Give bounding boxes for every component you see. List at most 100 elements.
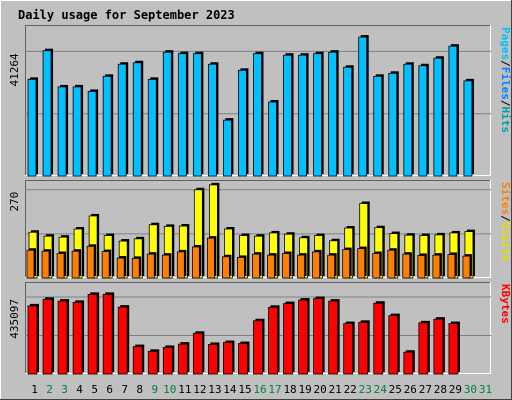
sites-bar-day-28 <box>432 254 441 279</box>
x-tick-label-day-20: 20 <box>314 383 327 396</box>
hits-bar-day-15 <box>238 69 247 177</box>
x-tick-label-day-6: 6 <box>106 383 113 396</box>
kbytes-bar-day-26 <box>403 351 414 375</box>
sites-bar-day-27 <box>417 255 426 279</box>
hits-legend-entry-0: Pages <box>499 27 512 60</box>
sites-bar-day-16 <box>252 253 260 279</box>
hits-bar-day-14 <box>223 119 232 177</box>
hits-legend-entry-3: / <box>499 100 512 107</box>
x-tick-label-day-26: 26 <box>404 383 417 396</box>
sites-bar-day-19 <box>297 254 305 279</box>
sites-bar-day-29 <box>447 254 456 279</box>
x-tick-label-day-18: 18 <box>283 383 296 396</box>
x-tick-label-day-30: 30 <box>464 383 477 396</box>
x-tick-label-day-4: 4 <box>76 383 83 396</box>
hits-bar-day-3 <box>57 86 67 177</box>
x-tick-label-day-28: 28 <box>434 383 447 396</box>
sites-bar-day-2 <box>41 250 50 279</box>
chart-title: Daily usage for September 2023 <box>18 8 235 22</box>
hits-bar-day-4 <box>72 86 82 177</box>
x-tick-label-day-12: 12 <box>193 383 206 396</box>
sites-bar-day-3 <box>56 253 65 279</box>
kbytes-bar-day-29 <box>448 323 459 375</box>
hits-legend: Pages/Files/Hits <box>499 27 512 133</box>
sites-bar-day-9 <box>146 253 155 279</box>
x-tick-label-day-24: 24 <box>374 383 388 396</box>
hits-bar-day-11 <box>177 53 187 177</box>
x-axis-day-labels: 1 2 3 4 5 6 7 8 9 10 11 12 13 14 15 16 17 18 19 20 21 22 23 24 2… <box>31 383 492 396</box>
visits-legend-entry-1: / <box>499 215 512 222</box>
x-tick-label-day-19: 19 <box>298 383 311 396</box>
hits-bar-day-23 <box>358 36 368 177</box>
hits-bar-day-19 <box>298 54 307 177</box>
hits-bar-day-12 <box>192 53 202 177</box>
x-tick-label-day-3: 3 <box>61 383 68 396</box>
x-tick-label-day-29: 29 <box>449 383 462 396</box>
sites-bar-day-5 <box>86 245 95 279</box>
x-tick-label-day-23: 23 <box>359 383 372 396</box>
hits-bar-day-1 <box>27 78 37 177</box>
sites-bar-day-30 <box>462 255 471 279</box>
kbytes-legend: KBytes <box>499 284 512 324</box>
sites-bar-day-22 <box>342 249 351 279</box>
kbytes-bar-day-18 <box>283 303 293 375</box>
x-tick-label-day-17: 17 <box>268 383 281 396</box>
kbytes-legend-entry-0: KBytes <box>499 284 512 324</box>
sites-bar-day-20 <box>312 251 321 279</box>
hits-bar-day-20 <box>313 53 323 177</box>
hits-bar-day-5 <box>87 91 97 177</box>
kbytes-bar-day-6 <box>102 293 113 375</box>
hits-bar-day-22 <box>343 66 353 177</box>
sites-bar-day-23 <box>357 248 366 279</box>
hits-bar-day-25 <box>388 72 398 177</box>
visits-legend-entry-0: Sites <box>499 182 512 215</box>
kbytes-bar-day-10 <box>162 347 173 375</box>
sites-bar-day-6 <box>101 251 110 279</box>
x-tick-label-day-2: 2 <box>46 383 53 396</box>
kbytes-bar-day-14 <box>223 342 233 375</box>
hits-bar-day-6 <box>102 75 112 177</box>
kbytes-y-tick-label: 435097 <box>8 299 21 339</box>
hits-legend-entry-4: Hits <box>499 107 512 134</box>
sites-bar-day-13 <box>206 237 215 279</box>
kbytes-bar-day-16 <box>253 320 263 375</box>
sites-bar-day-24 <box>372 253 381 279</box>
kbytes-bar-day-25 <box>388 315 399 375</box>
hits-legend-entry-2: Files <box>499 67 512 100</box>
x-tick-label-day-21: 21 <box>329 383 342 396</box>
kbytes-bar-day-1 <box>27 305 38 375</box>
sites-bar-day-15 <box>237 257 245 279</box>
hits-bar-day-26 <box>403 63 413 177</box>
sites-bar-day-18 <box>282 253 290 279</box>
sites-bar-day-21 <box>327 254 336 279</box>
hits-bar-day-24 <box>373 75 383 177</box>
hits-bar-day-16 <box>253 53 262 177</box>
x-tick-label-day-9: 9 <box>151 383 158 396</box>
x-tick-label-day-1: 1 <box>31 383 38 396</box>
sites-bar-day-11 <box>176 251 185 279</box>
visits-legend-entry-2: Visits <box>499 222 512 262</box>
sites-bar-day-26 <box>402 253 411 279</box>
hits-bar-day-17 <box>268 101 277 177</box>
kbytes-bar-day-15 <box>238 343 248 375</box>
x-tick-label-day-11: 11 <box>178 383 191 396</box>
sites-bar-day-25 <box>387 249 396 279</box>
hits-bar-day-27 <box>418 65 428 177</box>
hits-bar-day-7 <box>117 63 127 177</box>
kbytes-bar-day-11 <box>177 343 188 375</box>
kbytes-bar-day-4 <box>72 301 83 375</box>
x-tick-label-day-25: 25 <box>389 383 402 396</box>
sites-bar-day-8 <box>131 257 140 279</box>
kbytes-bar-day-8 <box>132 346 143 375</box>
hits-bar-day-8 <box>132 62 142 177</box>
kbytes-bar-day-3 <box>57 300 68 375</box>
sites-bar-day-4 <box>71 250 80 279</box>
kbytes-bar-day-13 <box>207 344 218 375</box>
sites-bar-day-14 <box>222 256 230 279</box>
hits-bar-day-18 <box>283 54 292 177</box>
x-tick-label-day-8: 8 <box>136 383 143 396</box>
kbytes-bar-day-7 <box>117 306 128 375</box>
kbytes-bar-day-20 <box>313 298 324 375</box>
